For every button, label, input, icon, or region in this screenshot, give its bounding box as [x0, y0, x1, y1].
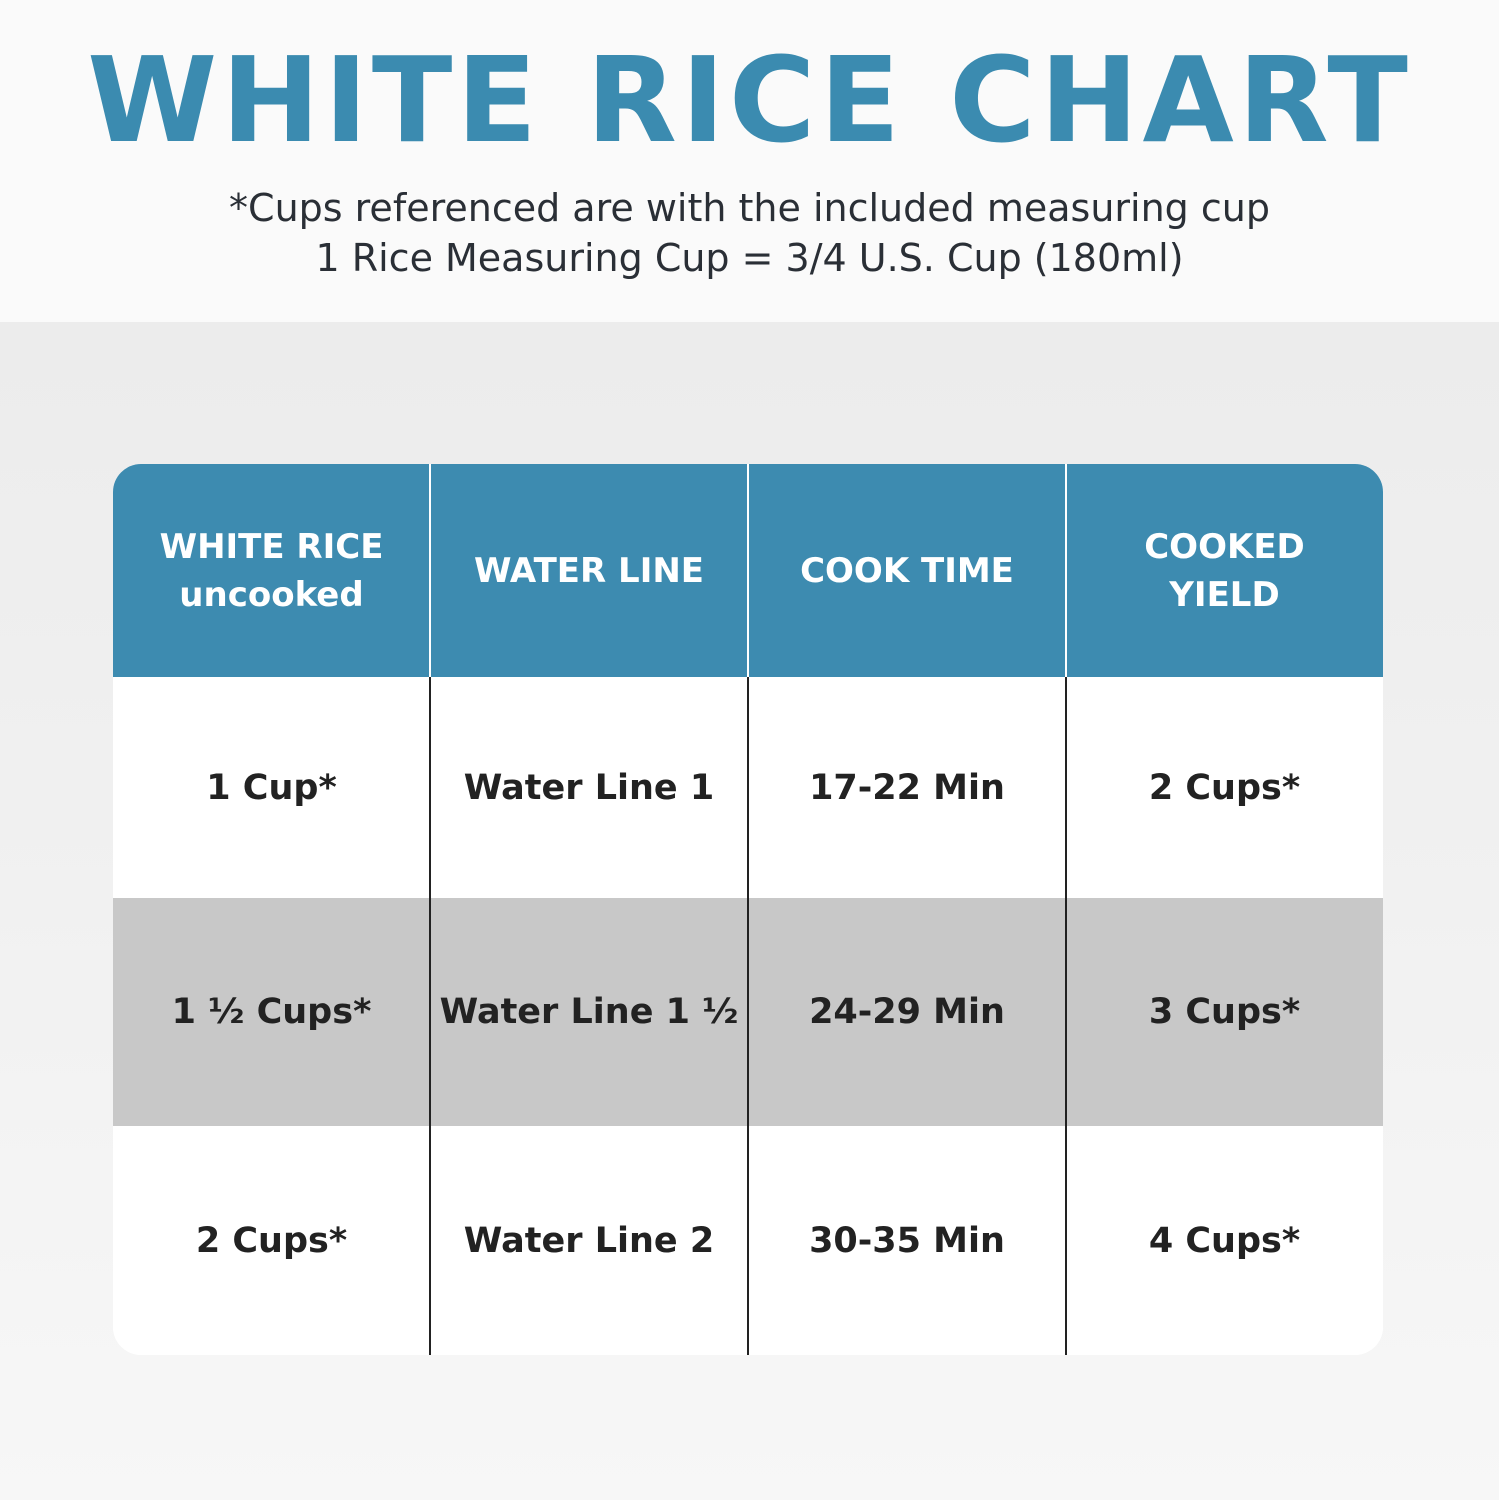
table-cell: 30-35 Min — [809, 1220, 1005, 1261]
column-header: COOKED YIELD — [1066, 464, 1383, 677]
page-title: WHITE RICE CHART — [87, 31, 1412, 169]
table-cell: 1 ½ Cups* — [171, 992, 372, 1032]
column-header: COOK TIME — [748, 464, 1066, 677]
column-header-text: COOK TIME — [800, 550, 1014, 591]
table-cell: 1 Cup* — [206, 767, 337, 808]
header-divider — [1065, 464, 1067, 677]
subtitle-line-2: 1 Rice Measuring Cup = 3/4 U.S. Cup (180… — [315, 236, 1184, 280]
column-divider — [747, 677, 749, 1355]
table-cell: 2 Cups* — [1148, 767, 1301, 808]
table-cell: 24-29 Min — [809, 992, 1005, 1032]
table-cell: Water Line 1 — [463, 767, 715, 808]
column-divider — [1065, 677, 1067, 1355]
header-divider — [747, 464, 749, 677]
column-header: WATER LINE — [430, 464, 748, 677]
column-divider — [429, 677, 431, 1355]
column-header-text: WHITE RICE — [159, 526, 384, 567]
column-header-text: WATER LINE — [473, 550, 705, 591]
table-cell: 17-22 Min — [809, 767, 1005, 808]
header-band — [0, 0, 1499, 322]
rice-table: WHITE RICE uncooked WATER LINE COOK TIME COO… — [113, 464, 1383, 1355]
column-header-text: COOKED — [1144, 526, 1305, 567]
table-cell: Water Line 2 — [463, 1220, 715, 1261]
table-cell: Water Line 1 ½ — [439, 992, 739, 1032]
header-divider — [429, 464, 431, 677]
table-cell: 3 Cups* — [1148, 992, 1301, 1032]
table-cell: 4 Cups* — [1148, 1220, 1301, 1261]
column-header-text: YIELD — [1169, 574, 1280, 615]
column-header-text: uncooked — [179, 574, 364, 615]
column-header: WHITE RICE uncooked — [113, 464, 430, 677]
table-cell: 2 Cups* — [195, 1220, 348, 1261]
subtitle-line-1: *Cups referenced are with the included m… — [229, 186, 1270, 230]
